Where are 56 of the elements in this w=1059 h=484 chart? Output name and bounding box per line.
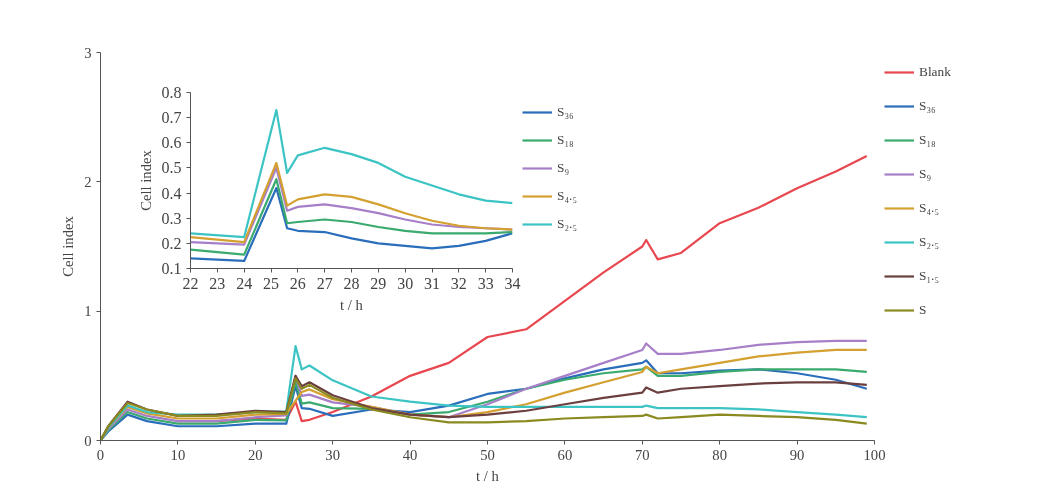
y-tick-label: 3 xyxy=(84,44,92,61)
line-series xyxy=(190,186,513,263)
x-tick-label: 30 xyxy=(325,446,341,463)
line-series xyxy=(190,109,513,239)
x-tick-label: 32 xyxy=(450,274,467,292)
y-tick-label: 0.8 xyxy=(161,84,182,101)
y-axis-title: Cell index xyxy=(60,215,77,277)
y-tick-label: 1 xyxy=(84,303,92,320)
x-tick-label: 40 xyxy=(402,446,418,463)
legend-label: S₂.₅ xyxy=(557,216,578,232)
x-axis-title: t / h xyxy=(340,296,364,313)
legend-label: S₁₈ xyxy=(919,132,937,148)
x-tick-label: 60 xyxy=(557,446,573,463)
x-tick-label: 29 xyxy=(370,274,387,292)
x-tick-label: 30 xyxy=(397,274,414,292)
x-tick-label: 23 xyxy=(209,274,226,292)
x-tick-label: 34 xyxy=(504,274,521,292)
y-tick-label: 0.6 xyxy=(161,134,182,152)
x-tick-label: 27 xyxy=(316,274,333,292)
x-tick-label: 10 xyxy=(170,446,186,463)
x-tick-label: 33 xyxy=(477,274,494,292)
legend-label: S₁₈ xyxy=(557,132,575,148)
x-tick-label: 22 xyxy=(182,274,199,292)
x-tick-label: 25 xyxy=(263,274,279,292)
x-tick-label: 20 xyxy=(247,446,263,463)
legend-label: S₉ xyxy=(557,160,571,176)
legend-label: S₄.₅ xyxy=(557,188,578,204)
y-tick-label: 0.4 xyxy=(161,184,182,202)
y-tick-label: 0.3 xyxy=(161,209,182,227)
line-series xyxy=(190,178,513,256)
legend-label: S₉ xyxy=(919,166,933,182)
x-tick-label: 90 xyxy=(789,446,805,463)
legend-label: S₄.₅ xyxy=(919,200,940,216)
x-tick-label: 50 xyxy=(480,446,495,463)
y-tick-label: 0.5 xyxy=(161,159,182,177)
legend-label: S₃₆ xyxy=(557,104,575,120)
x-tick-label: 26 xyxy=(289,274,306,292)
y-tick-label: 0 xyxy=(84,432,92,449)
legend-label: S₁.₅ xyxy=(919,268,940,284)
y-tick-label: 2 xyxy=(84,173,92,190)
legend-label: S₃₆ xyxy=(919,98,937,114)
x-tick-label: 28 xyxy=(343,274,360,292)
x-tick-label: 31 xyxy=(424,274,440,292)
legend-label: Blank xyxy=(919,64,951,80)
y-axis-title: Cell index xyxy=(137,149,154,211)
y-tick-label: 0.1 xyxy=(161,260,182,277)
x-tick-label: 100 xyxy=(863,446,886,463)
x-tick-label: 80 xyxy=(712,446,728,463)
x-tick-label: 24 xyxy=(236,274,253,292)
x-tick-label: 70 xyxy=(634,446,650,463)
legend-label: S₂.₅ xyxy=(919,234,940,250)
y-tick-label: 0.7 xyxy=(161,109,182,127)
legend-label: S xyxy=(919,302,928,318)
y-tick-label: 0.2 xyxy=(161,234,182,252)
x-axis-title: t / h xyxy=(476,467,500,484)
x-tick-label: 0 xyxy=(96,446,105,463)
